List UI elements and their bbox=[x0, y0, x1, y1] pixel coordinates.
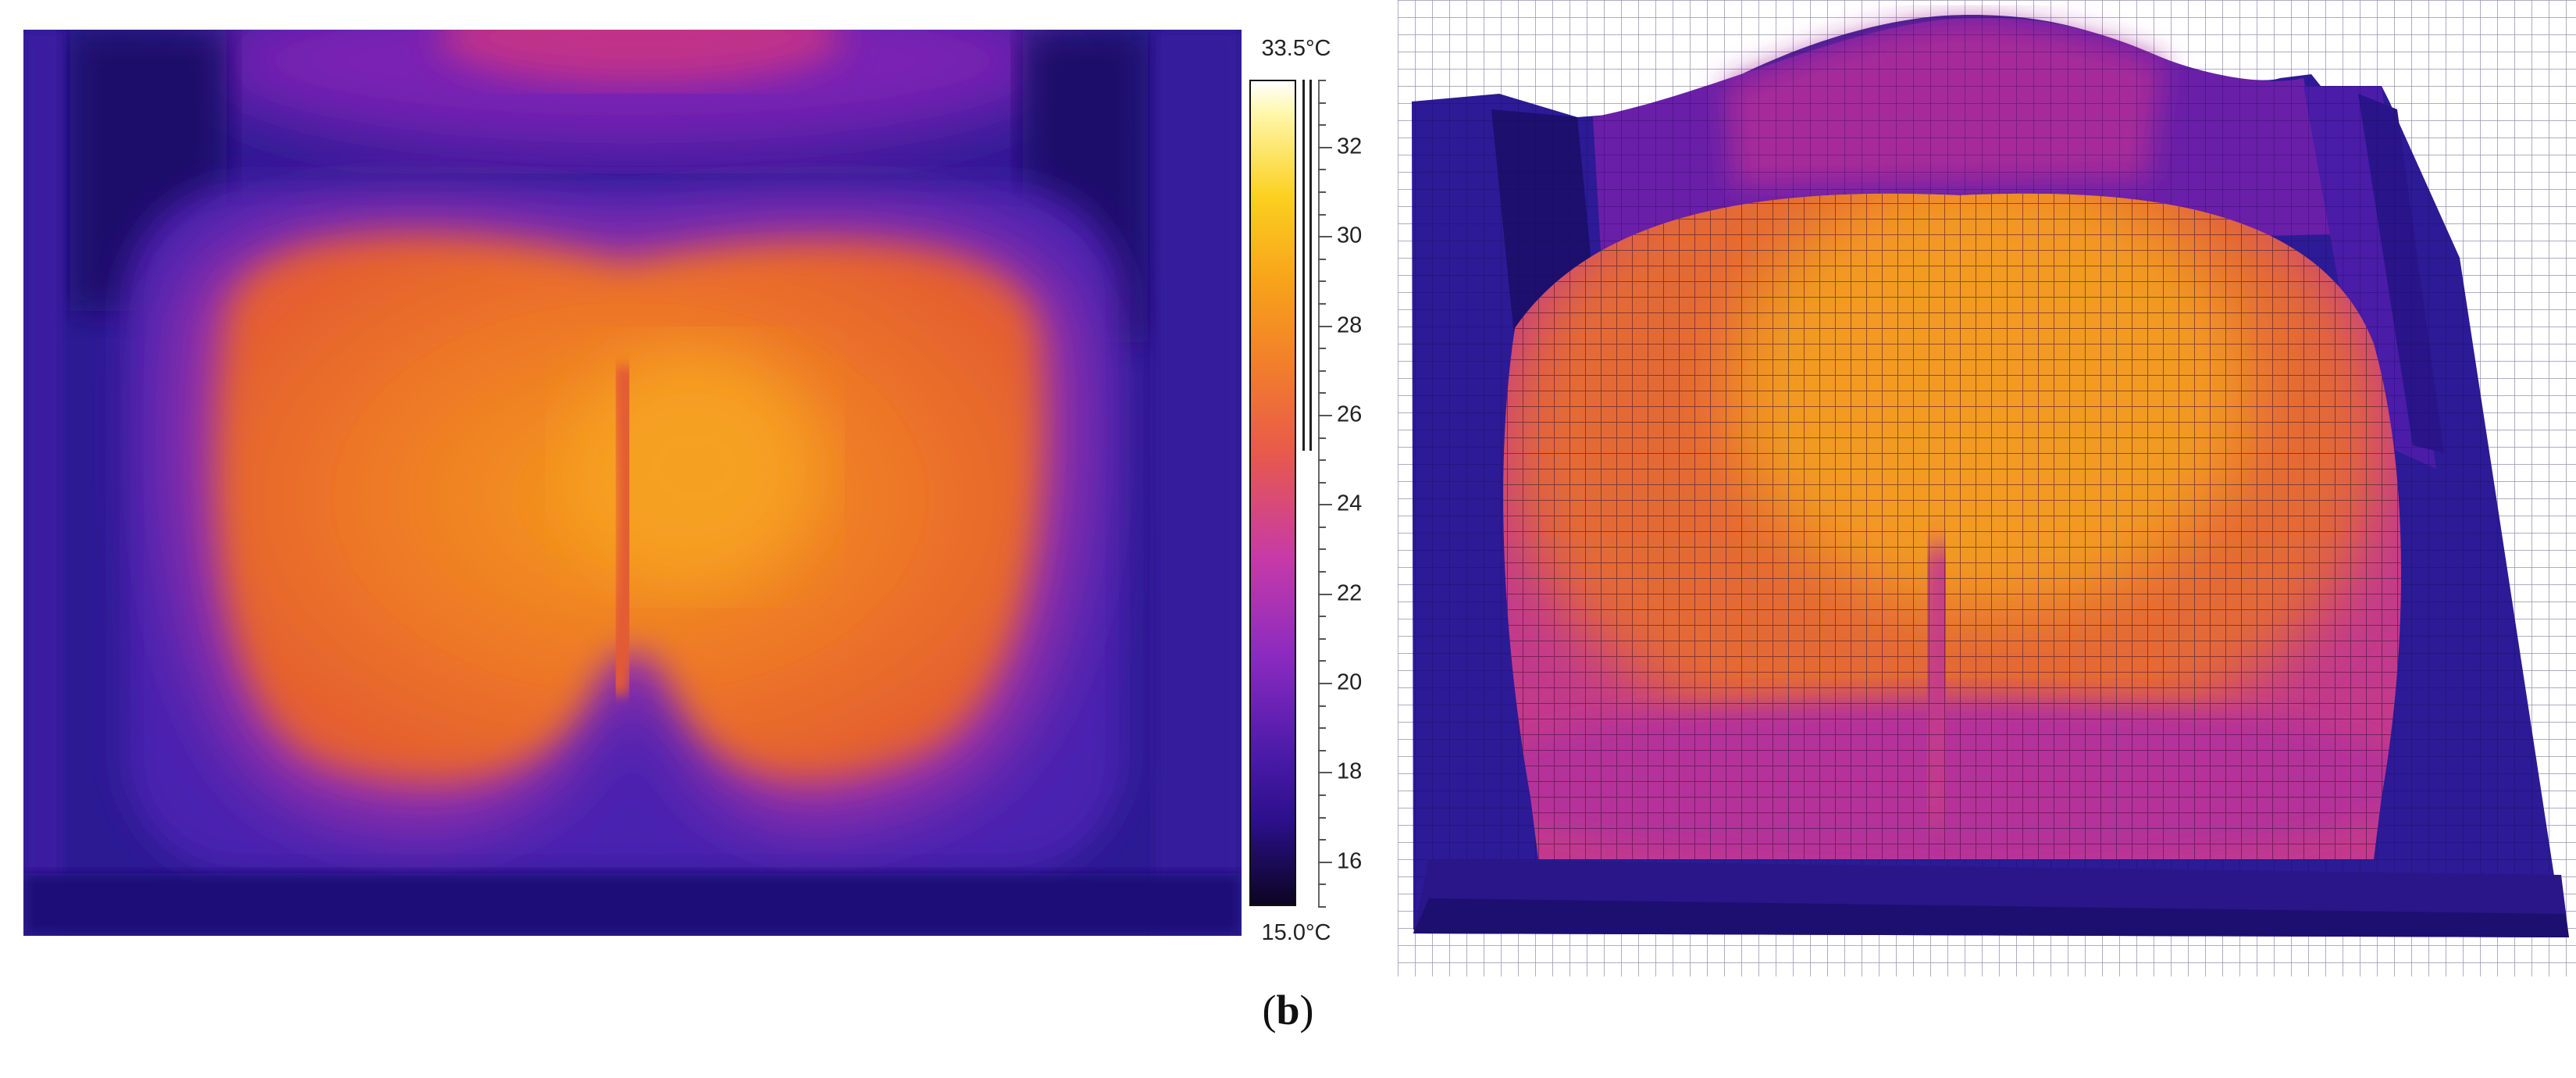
scale-tick bbox=[1318, 481, 1326, 484]
scale-tick-label: 28 bbox=[1337, 312, 1363, 338]
scale-tick bbox=[1318, 727, 1326, 730]
figure-caption: (b) bbox=[0, 986, 2576, 1034]
scale-tick bbox=[1318, 191, 1326, 193]
scale-tick bbox=[1318, 258, 1326, 260]
scale-tick bbox=[1318, 504, 1332, 506]
scale-min-label: 15.0°C bbox=[1261, 920, 1331, 945]
scale-tick-label: 18 bbox=[1337, 759, 1363, 784]
scale-tick bbox=[1318, 526, 1326, 528]
scale-tick bbox=[1318, 794, 1326, 797]
scale-tick bbox=[1318, 683, 1332, 685]
scale-tick bbox=[1318, 593, 1332, 595]
scale-tick bbox=[1318, 124, 1326, 127]
scale-tick bbox=[1318, 169, 1326, 171]
scale-tick bbox=[1318, 102, 1326, 104]
scale-tick bbox=[1318, 146, 1332, 148]
scale-tick bbox=[1318, 280, 1326, 283]
scale-tick bbox=[1318, 616, 1326, 618]
scale-tick bbox=[1318, 348, 1326, 350]
scale-tick bbox=[1318, 660, 1326, 662]
caption-close: ) bbox=[1299, 987, 1314, 1033]
scale-tick bbox=[1318, 459, 1326, 462]
scale-tick bbox=[1318, 861, 1332, 863]
thermal-3d-surface bbox=[1398, 0, 2576, 976]
scale-tick bbox=[1318, 302, 1326, 305]
scale-tick bbox=[1318, 772, 1332, 774]
scale-tick bbox=[1318, 571, 1326, 573]
scale-tick bbox=[1318, 236, 1332, 238]
scale-tick bbox=[1318, 548, 1326, 551]
scale-max-label: 33.5°C bbox=[1261, 36, 1331, 61]
scale-tick-label: 24 bbox=[1337, 491, 1363, 516]
scale-tick-label: 16 bbox=[1337, 848, 1363, 874]
scale-tick bbox=[1318, 414, 1332, 416]
scale-gradient-bar bbox=[1249, 80, 1296, 906]
scale-tick-label: 26 bbox=[1337, 402, 1363, 427]
scale-tick bbox=[1318, 325, 1332, 327]
scale-tick bbox=[1318, 839, 1326, 841]
scale-tick bbox=[1318, 749, 1326, 751]
scale-tick bbox=[1318, 437, 1326, 439]
scale-tick bbox=[1318, 705, 1326, 707]
thermal-image bbox=[23, 30, 1242, 936]
scale-tick-label: 32 bbox=[1337, 134, 1363, 159]
scale-tick bbox=[1318, 883, 1326, 886]
scale-tick bbox=[1318, 392, 1326, 394]
scale-tick bbox=[1318, 816, 1326, 819]
colour-scale: 33.5°C 16 18 20 22 24 26 28 30 32 15.0°C bbox=[1249, 0, 1406, 969]
scale-tick-label: 30 bbox=[1337, 223, 1363, 248]
scale-tick bbox=[1318, 80, 1326, 81]
caption-open: ( bbox=[1262, 987, 1277, 1033]
scale-tick bbox=[1318, 637, 1326, 640]
scale-range-slider[interactable] bbox=[1302, 80, 1312, 451]
caption-letter: b bbox=[1276, 987, 1300, 1033]
scale-tick bbox=[1318, 369, 1326, 372]
scale-tick-label: 22 bbox=[1337, 580, 1363, 606]
scale-axis bbox=[1318, 80, 1320, 906]
scale-tick bbox=[1318, 906, 1326, 908]
scale-tick bbox=[1318, 213, 1326, 216]
scale-tick-label: 20 bbox=[1337, 669, 1363, 695]
